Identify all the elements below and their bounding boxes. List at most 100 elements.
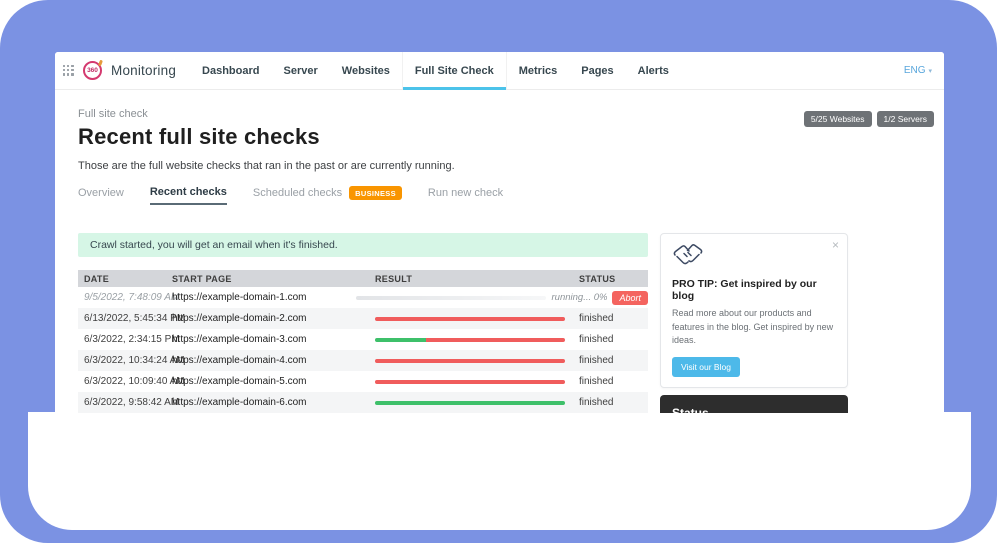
progress-segment-red <box>375 358 565 363</box>
progress-bar <box>375 400 565 405</box>
check-status: finished <box>579 334 614 345</box>
check-result-cell <box>369 379 573 384</box>
brand-name: Monitoring <box>111 63 177 78</box>
tab-label: Scheduled checks <box>252 187 343 199</box>
check-result-cell <box>369 400 573 405</box>
status-panel: Status SERVERS0 open alert(s)0 servers d… <box>660 394 848 414</box>
app-window: 360 Monitoring Dashboard Server Websites Fu… <box>55 52 944 413</box>
check-status: finished <box>579 355 614 366</box>
check-start-page: https://example-domain-4.com <box>172 355 307 366</box>
nav-item-server[interactable]: Server <box>283 64 318 77</box>
check-status: finished <box>579 376 614 387</box>
quota-badges: 5/25 Websites 1/2 Servers <box>803 111 934 127</box>
progress-segment-red <box>426 337 565 342</box>
column-header-status: STATUS <box>579 273 616 284</box>
check-date: 6/3/2022, 10:09:40 AM <box>84 376 185 387</box>
progress-bar <box>375 337 565 342</box>
checks-column: Crawl started, you will get an email whe… <box>78 233 648 413</box>
tab-scheduled-checks[interactable]: Scheduled checks BUSINESS <box>253 186 402 205</box>
nav-item-alerts[interactable]: Alerts <box>637 64 669 77</box>
column-header-result: RESULT <box>375 273 413 284</box>
tab-run-new-check[interactable]: Run new check <box>428 187 503 204</box>
top-navigation: 360 Monitoring Dashboard Server Websites Fu… <box>55 52 944 90</box>
progress-bar <box>375 358 565 363</box>
tab-label: Recent checks <box>149 186 227 198</box>
progress-bar <box>375 316 565 321</box>
table-row[interactable]: 6/3/2022, 10:34:24 AM https://example-dom… <box>78 350 648 371</box>
check-status: finished <box>579 397 614 408</box>
nav-item-full-site-check[interactable]: Full Site Check <box>401 52 507 90</box>
visit-blog-button[interactable]: Visit our Blog <box>672 356 740 377</box>
tab-label: Run new check <box>427 187 504 199</box>
page-content: 5/25 Websites 1/2 Servers Full site check… <box>55 108 944 413</box>
tab-recent-checks[interactable]: Recent checks <box>149 186 227 205</box>
app-grid-icon[interactable] <box>63 65 74 76</box>
check-status-cell: finished <box>573 355 648 366</box>
notification-text: Crawl started, you will get an email whe… <box>90 239 338 251</box>
side-column: × PRO TIP: Get inspired by our blog Read… <box>660 233 848 413</box>
nav-item-dashboard[interactable]: Dashboard <box>202 64 260 77</box>
check-status-cell: finished <box>573 334 648 345</box>
table-row[interactable]: 6/3/2022, 2:34:15 PM https://example-doma… <box>78 329 648 350</box>
check-status-cell: finished <box>573 376 648 387</box>
check-status: running... 0% <box>551 292 608 303</box>
check-result-cell <box>369 358 573 363</box>
check-date: 6/3/2022, 2:34:15 PM <box>84 334 180 345</box>
progress-bar <box>375 379 565 384</box>
check-status-cell: finished <box>573 397 648 408</box>
column-header-date: DATE <box>84 273 110 284</box>
success-notification: Crawl started, you will get an email whe… <box>78 233 648 257</box>
table-row[interactable]: 6/13/2022, 5:45:34 PM https://example-dom… <box>78 308 648 329</box>
check-result-cell <box>369 316 573 321</box>
quota-badge[interactable]: 1/2 Servers <box>876 111 934 127</box>
business-badge: BUSINESS <box>349 186 402 200</box>
nav-item-metrics[interactable]: Metrics <box>518 64 558 77</box>
abort-button[interactable]: Abort <box>612 290 648 305</box>
quota-badge[interactable]: 5/25 Websites <box>803 111 872 127</box>
language-selector[interactable]: ENG ▾ <box>904 52 932 89</box>
page-title: Recent full site checks <box>78 124 320 149</box>
tab-bar: Overview Recent checks Scheduled checks BUS… <box>78 186 921 205</box>
protip-title: PRO TIP: Get inspired by our blog <box>672 278 817 302</box>
progress-segment-red <box>375 379 565 384</box>
handshake-icon <box>673 244 703 265</box>
table-row[interactable]: 6/3/2022, 10:09:40 AM https://example-dom… <box>78 371 648 392</box>
nav-item-pages[interactable]: Pages <box>581 64 614 77</box>
progress-segment-green <box>375 337 427 342</box>
check-start-page: https://example-domain-3.com <box>172 334 307 345</box>
check-status-cell: running... 0% Abort <box>546 290 648 305</box>
table-row[interactable]: 6/3/2022, 9:58:42 AM https://example-doma… <box>78 392 648 413</box>
check-date: 6/3/2022, 9:58:42 AM <box>84 397 180 408</box>
tab-label: Overview <box>78 187 124 199</box>
check-start-page: https://example-domain-5.com <box>172 376 307 387</box>
protip-card: × PRO TIP: Get inspired by our blog Read… <box>660 233 848 388</box>
nav-item-websites[interactable]: Websites <box>341 64 390 77</box>
protip-body: Read more about our products and feature… <box>672 308 834 345</box>
check-date: 6/13/2022, 5:45:34 PM <box>84 313 186 324</box>
check-start-page: https://example-domain-1.com <box>172 292 307 303</box>
360-logo-icon[interactable]: 360 <box>83 61 102 80</box>
frame-inner-background <box>28 412 971 530</box>
progress-segment-pending <box>355 295 546 300</box>
check-result-cell <box>369 337 573 342</box>
language-label: ENG <box>903 65 926 76</box>
page-subtitle: Those are the full website checks that r… <box>78 160 455 172</box>
close-icon[interactable]: × <box>831 238 839 252</box>
check-result-cell <box>350 295 546 300</box>
chevron-down-icon: ▾ <box>928 67 932 75</box>
nav-items: Dashboard Server Websites Full Site Check Me… <box>190 52 681 90</box>
brand-area: 360 Monitoring <box>63 52 190 89</box>
status-panel-title: Status <box>672 405 709 414</box>
tab-overview[interactable]: Overview <box>78 187 124 204</box>
table-row[interactable]: 9/5/2022, 7:48:09 AM https://example-doma… <box>78 287 648 308</box>
progress-segment-green <box>375 400 565 405</box>
check-date: 6/3/2022, 10:34:24 AM <box>84 355 185 366</box>
progress-segment-red <box>375 316 565 321</box>
main-columns: Crawl started, you will get an email whe… <box>78 233 921 413</box>
breadcrumb: Full site check <box>78 108 148 120</box>
column-header-start-page: START PAGE <box>172 273 232 284</box>
table-header: DATE START PAGE RESULT STATUS <box>78 270 648 287</box>
check-start-page: https://example-domain-6.com <box>172 397 307 408</box>
progress-bar <box>355 295 546 300</box>
